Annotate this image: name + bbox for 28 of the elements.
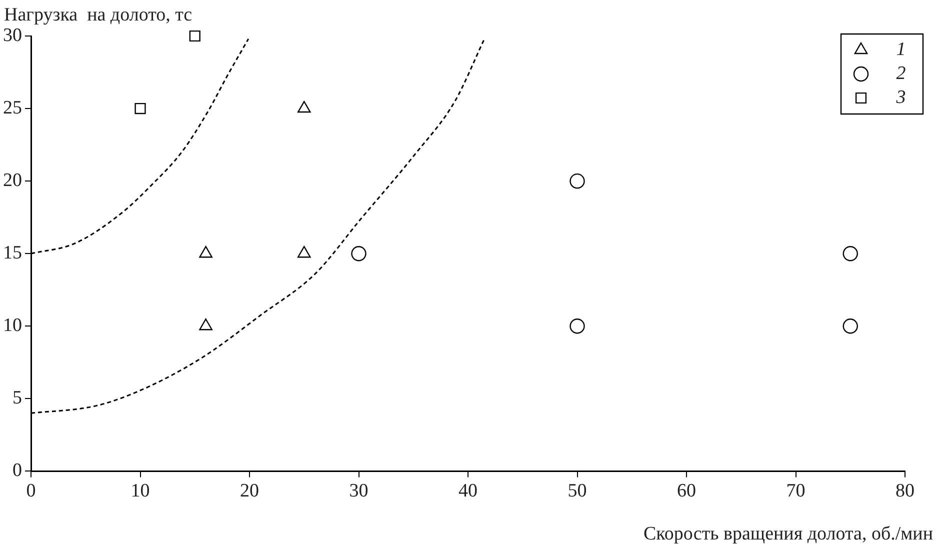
point xyxy=(189,30,200,42)
legend-label: 2 xyxy=(896,63,906,84)
y-tick-label: 0 xyxy=(12,460,22,482)
y-tick-label: 25 xyxy=(3,98,22,119)
x-tick-label: 0 xyxy=(26,480,36,502)
x-tick-label: 50 xyxy=(568,480,587,502)
y-tick-label: 20 xyxy=(3,170,22,192)
legend-label: 3 xyxy=(895,87,906,108)
x-tick-label: 70 xyxy=(786,480,806,502)
x-tick-label: 60 xyxy=(677,480,696,502)
x-tick-label: 80 xyxy=(896,480,914,502)
x-axis-title: Скорость вращения долота, об./мин xyxy=(643,523,933,544)
y-tick-label: 10 xyxy=(3,315,22,336)
point xyxy=(570,318,585,334)
point xyxy=(351,246,366,262)
x-tick-label: 40 xyxy=(458,480,478,502)
point xyxy=(842,318,858,334)
point xyxy=(134,102,146,114)
y-tick-label: 30 xyxy=(3,24,22,46)
point xyxy=(842,246,858,262)
y-tick-label: 15 xyxy=(3,242,22,264)
y-axis-title: Нагрузка на долото, тс xyxy=(4,4,192,26)
y-tick-label: 5 xyxy=(12,388,22,409)
x-tick-label: 10 xyxy=(130,480,150,502)
x-tick-label: 30 xyxy=(349,480,368,502)
legend-label: 1 xyxy=(896,39,906,60)
x-tick-label: 20 xyxy=(240,480,259,502)
point xyxy=(570,173,585,189)
